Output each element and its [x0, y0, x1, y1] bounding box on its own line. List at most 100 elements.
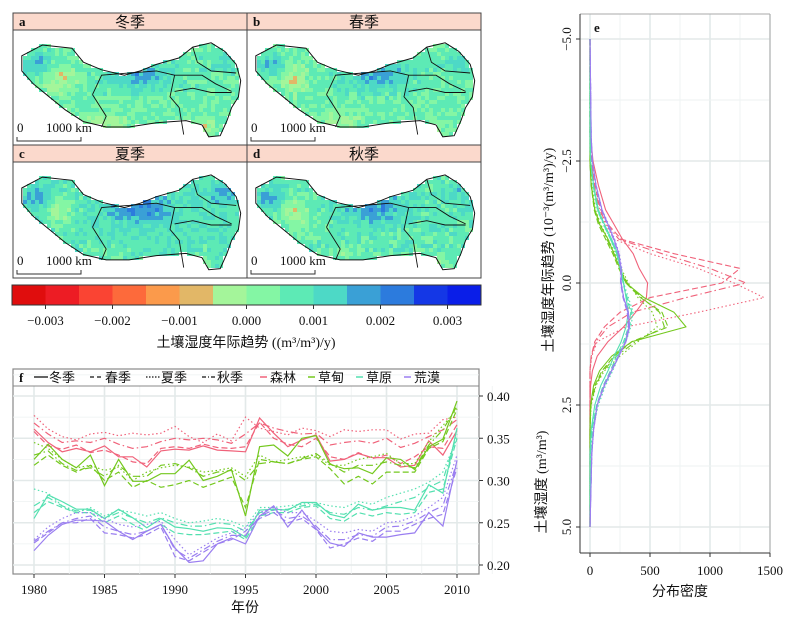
colorbar-segment [112, 285, 147, 305]
map-cell [175, 60, 179, 64]
map-cell [127, 216, 131, 220]
map-cell [449, 48, 453, 52]
map-cell [103, 252, 107, 256]
map-cell [281, 204, 285, 208]
map-cell [453, 48, 457, 52]
map-cell [23, 192, 27, 196]
map-cell [131, 104, 135, 108]
map-cell [445, 184, 449, 188]
map-cell [211, 120, 215, 124]
map-cell [469, 224, 473, 228]
map-cell [289, 196, 293, 200]
map-cell [83, 240, 87, 244]
map-cell [457, 60, 461, 64]
map-cell [445, 92, 449, 96]
map-cell [441, 48, 445, 52]
map-cell [71, 80, 75, 84]
map-cell [333, 232, 337, 236]
map-cell [381, 248, 385, 252]
map-cell [91, 248, 95, 252]
map-cell [207, 84, 211, 88]
map-cell [163, 108, 167, 112]
colorbar-label: 土壤湿度年际趋势 ((m³/m³)/y) [156, 334, 335, 351]
scale-bar [250, 270, 316, 275]
map-cell [55, 96, 59, 100]
map-cell [99, 220, 103, 224]
map-cell [67, 56, 71, 60]
map-cell [179, 240, 183, 244]
map-cell [421, 208, 425, 212]
map-cell [301, 220, 305, 224]
map-cell [223, 240, 227, 244]
map-cell [381, 236, 385, 240]
map-cell [79, 116, 83, 120]
map-cell [27, 208, 31, 212]
map-cell [171, 84, 175, 88]
map-cell [59, 56, 63, 60]
map-cell [369, 232, 373, 236]
map-cell [341, 208, 345, 212]
map-cell [441, 204, 445, 208]
map-cell [301, 228, 305, 232]
map-cell [289, 200, 293, 204]
map-cell [433, 80, 437, 84]
map-cell [163, 72, 167, 76]
map-cell [361, 252, 365, 256]
map-cell [195, 108, 199, 112]
map-cell [353, 124, 357, 128]
map-cell [357, 212, 361, 216]
map-cell [215, 60, 219, 64]
map-cell [63, 84, 67, 88]
map-cell [111, 252, 115, 256]
map-cell [59, 48, 63, 52]
map-cell [227, 60, 231, 64]
map-cell [99, 92, 103, 96]
map-cell [83, 100, 87, 104]
map-cell [445, 128, 449, 132]
region-boundary [326, 226, 341, 261]
map-cell [191, 244, 195, 248]
map-cell [297, 68, 301, 72]
map-cell [235, 200, 239, 204]
map-cell [115, 80, 119, 84]
map-cell [377, 212, 381, 216]
map-cell [55, 92, 59, 96]
map-cell [191, 92, 195, 96]
map-cell [353, 80, 357, 84]
map-cell [63, 68, 67, 72]
map-cell [349, 232, 353, 236]
map-cell [87, 216, 91, 220]
map-cell [43, 80, 47, 84]
map-cell [453, 116, 457, 120]
map-cell [31, 192, 35, 196]
map-panel-title: 冬季 [115, 14, 145, 31]
map-cell [365, 72, 369, 76]
map-cell [345, 228, 349, 232]
map-cell [183, 216, 187, 220]
map-cell [257, 188, 261, 192]
map-cell [191, 100, 195, 104]
region-boundary [408, 207, 466, 225]
map-cell [115, 124, 119, 128]
map-cell [87, 240, 91, 244]
map-cell [417, 212, 421, 216]
map-panel-a: a 冬季0 1000 km [12, 12, 248, 146]
map-cell [265, 52, 269, 56]
map-cell [301, 92, 305, 96]
map-cell [377, 84, 381, 88]
map-cell [47, 84, 51, 88]
map-cell [103, 216, 107, 220]
map-cell [413, 228, 417, 232]
map-cell [377, 252, 381, 256]
map-cell [265, 80, 269, 84]
map-cell [235, 88, 239, 92]
map-cell [285, 84, 289, 88]
map-cell [183, 244, 187, 248]
map-cell [329, 112, 333, 116]
map-cell [381, 204, 385, 208]
map-cell [31, 56, 35, 60]
map-cell [425, 92, 429, 96]
map-cell [365, 208, 369, 212]
colorbar-segment [313, 285, 348, 305]
map-cell [219, 96, 223, 100]
